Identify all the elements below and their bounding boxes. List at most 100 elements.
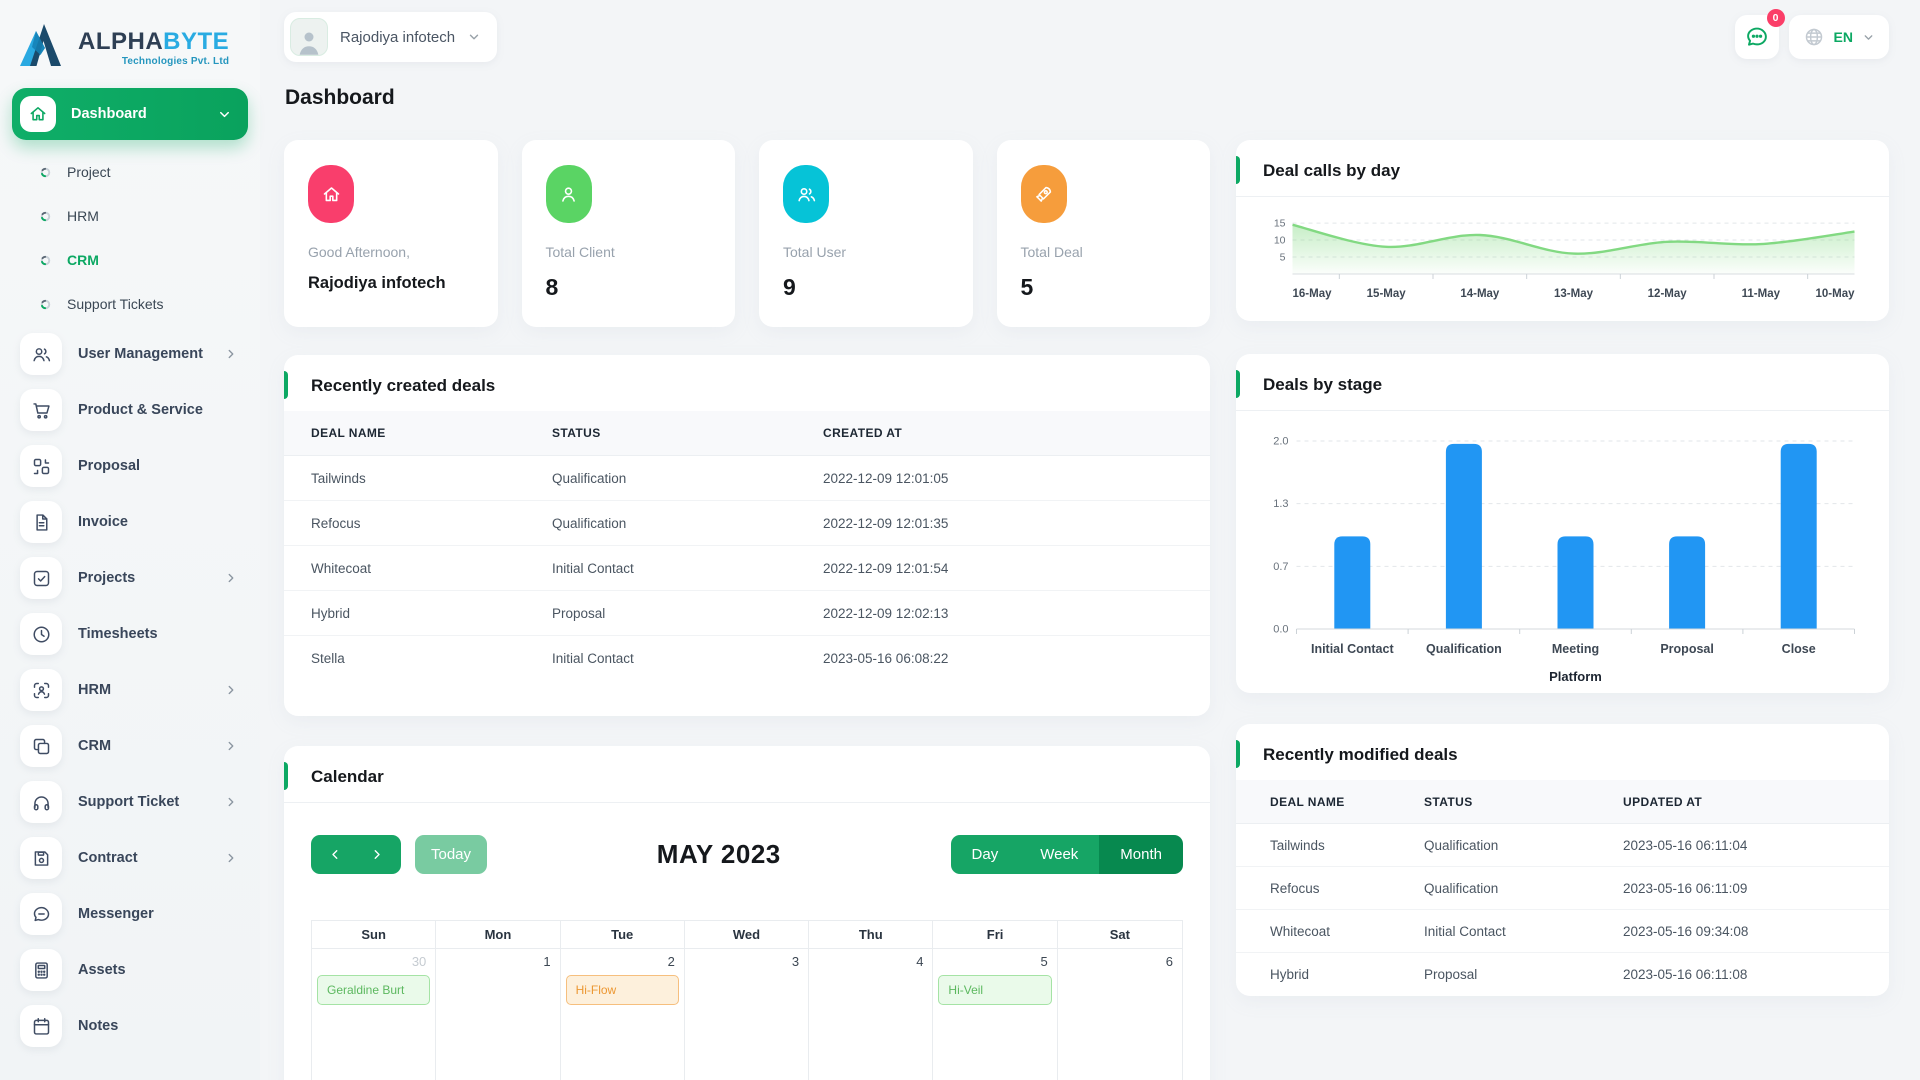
sidebar-item-assets[interactable]: Assets	[12, 942, 248, 998]
table-header: DEAL NAME STATUS UPDATED AT	[1236, 780, 1889, 824]
today-button[interactable]: Today	[415, 835, 488, 874]
sidebar-item-hrm[interactable]: HRM	[12, 194, 248, 238]
day-number: 6	[1165, 954, 1173, 969]
svg-text:15: 15	[1274, 218, 1286, 230]
alphabyte-logo-icon	[20, 24, 61, 66]
section-title: Calendar	[311, 767, 384, 786]
company-selector[interactable]: Rajodiya infotech	[284, 12, 498, 62]
chevron-right-icon	[228, 741, 234, 751]
svg-text:11-May: 11-May	[1742, 288, 1781, 300]
calendar-event[interactable]: Hi-Veil	[938, 975, 1052, 1005]
svg-text:16-May: 16-May	[1293, 288, 1333, 300]
sidebar-item-proposal[interactable]: Proposal	[12, 438, 248, 494]
messages-button[interactable]: 0	[1734, 9, 1785, 59]
svg-text:15-May: 15-May	[1367, 288, 1407, 300]
stat-value: Rajodiya infotech	[308, 274, 446, 292]
sidebar-item-crm[interactable]: CRM	[12, 238, 248, 282]
company-name: Rajodiya infotech	[340, 28, 456, 46]
home-icon	[20, 96, 56, 132]
hrm-scan-icon	[20, 669, 62, 711]
table-header: DEAL NAME STATUS CREATED AT	[284, 411, 1210, 456]
headphones-icon	[20, 781, 62, 823]
calendar-day-cell[interactable]: 3	[684, 949, 810, 1080]
svg-text:Close: Close	[1782, 642, 1816, 656]
column-header: STATUS	[1424, 794, 1473, 809]
sidebar-item-messenger[interactable]: Messenger	[12, 886, 248, 942]
svg-text:0.0: 0.0	[1273, 624, 1288, 636]
svg-text:1.3: 1.3	[1273, 498, 1288, 510]
page-title: Dashboard	[285, 86, 395, 109]
sidebar-item-label: Contract	[78, 850, 138, 866]
sidebar-item-hrm[interactable]: HRM	[12, 662, 248, 718]
check-square-icon	[20, 557, 62, 599]
calendar-day-cell[interactable]: 1	[436, 949, 561, 1080]
globe-icon	[1805, 28, 1822, 46]
stat-cards-row: Good Afternoon, Rajodiya infotech Total …	[284, 140, 1210, 327]
sidebar-nav: Dashboard Project HRM CRM Support Tickets U…	[12, 88, 248, 1054]
section-title: Recently modified deals	[1263, 745, 1458, 764]
sidebar-item-contract[interactable]: Contract	[12, 830, 248, 886]
calendar-event[interactable]: Hi-Flow	[565, 975, 679, 1005]
chevron-right-icon	[228, 853, 234, 863]
top-bar: Rajodiya infotech 0 EN	[284, 0, 1889, 64]
table-cell: Whitecoat	[311, 560, 372, 576]
table-cell: Initial Contact	[552, 651, 634, 666]
language-selector[interactable]: EN	[1788, 15, 1889, 59]
bullet-icon	[40, 255, 51, 265]
calendar-event[interactable]: Geraldine Burt	[317, 975, 431, 1005]
brand-logo[interactable]: ALPHABYTE Technologies Pvt. Ltd	[12, 14, 248, 88]
weekday-header: Fri	[933, 921, 1058, 949]
day-number: 4	[916, 954, 924, 969]
calendar-day-cell[interactable]: 30 Geraldine Burt	[312, 949, 437, 1080]
bullet-icon	[40, 167, 51, 177]
sidebar-item-project[interactable]: Project	[12, 150, 248, 194]
sidebar-item-dashboard[interactable]: Dashboard	[12, 88, 248, 140]
sidebar-item-timesheets[interactable]: Timesheets	[12, 606, 248, 662]
sidebar-item-label: Project	[67, 164, 111, 180]
sidebar-item-invoice[interactable]: Invoice	[12, 494, 248, 550]
table-row: Stella Initial Contact 2023-05-16 06:08:22	[284, 636, 1210, 681]
section-title: Recently created deals	[311, 376, 496, 395]
sidebar-item-support-ticket[interactable]: Support Ticket	[12, 774, 248, 830]
chevron-down-icon	[1864, 34, 1873, 40]
table-cell: Proposal	[1424, 967, 1478, 982]
svg-text:13-May: 13-May	[1554, 288, 1594, 300]
recently-created-deals-table: DEAL NAME STATUS CREATED AT Tailwinds Qualif…	[284, 411, 1210, 681]
crm-cards-icon	[20, 725, 62, 767]
view-week-button[interactable]: Week	[1019, 835, 1100, 874]
calendar-nav-buttons[interactable]	[311, 835, 401, 874]
svg-text:2.0: 2.0	[1273, 436, 1288, 448]
sidebar-item-product-service[interactable]: Product & Service	[12, 382, 248, 438]
day-number: 3	[791, 954, 800, 969]
left-column: Good Afternoon, Rajodiya infotech Total …	[284, 140, 1210, 1080]
table-cell: Tailwinds	[311, 470, 366, 486]
deals-by-stage-chart: 0.0 0.7 1.3 2.0 Initial Contact Qualification…	[1236, 411, 1889, 693]
chevron-left-icon[interactable]	[328, 846, 343, 863]
calendar-day-cell[interactable]: 2 Hi-Flow	[560, 949, 685, 1080]
calendar-day-cell[interactable]: 6	[1057, 949, 1182, 1080]
table-cell: Hybrid	[311, 605, 351, 621]
table-cell: Initial Contact	[552, 560, 634, 576]
view-day-button[interactable]: Day	[950, 835, 1020, 874]
sidebar-item-support-tickets[interactable]: Support Tickets	[12, 282, 248, 326]
chevron-right-icon	[228, 573, 234, 583]
weekday-header: Thu	[809, 921, 934, 949]
bullet-icon	[40, 299, 51, 309]
sidebar-item-projects[interactable]: Projects	[12, 550, 248, 606]
floppy-icon	[20, 837, 62, 879]
sidebar-item-label: Support Ticket	[78, 794, 180, 810]
users-icon	[783, 165, 829, 223]
view-month-button[interactable]: Month	[1099, 835, 1183, 874]
sidebar-item-notes[interactable]: Notes	[12, 998, 248, 1054]
chat-icon	[20, 893, 62, 935]
calendar-day-cell[interactable]: 5 Hi-Veil	[933, 949, 1058, 1080]
section-title: Deals by stage	[1263, 375, 1383, 394]
table-cell: 2023-05-16 09:34:08	[1623, 923, 1749, 939]
weekday-header: Wed	[684, 921, 810, 949]
calendar-day-cell[interactable]: 4	[809, 949, 934, 1080]
sidebar-item-crm[interactable]: CRM	[12, 718, 248, 774]
sidebar-item-user-management[interactable]: User Management	[12, 326, 248, 382]
deals-by-stage-card: Deals by stage 0.0 0.7 1.3 2.0 Initial Conta…	[1236, 354, 1889, 693]
chevron-right-icon[interactable]	[369, 846, 384, 863]
column-header: DEAL NAME	[1270, 794, 1345, 809]
